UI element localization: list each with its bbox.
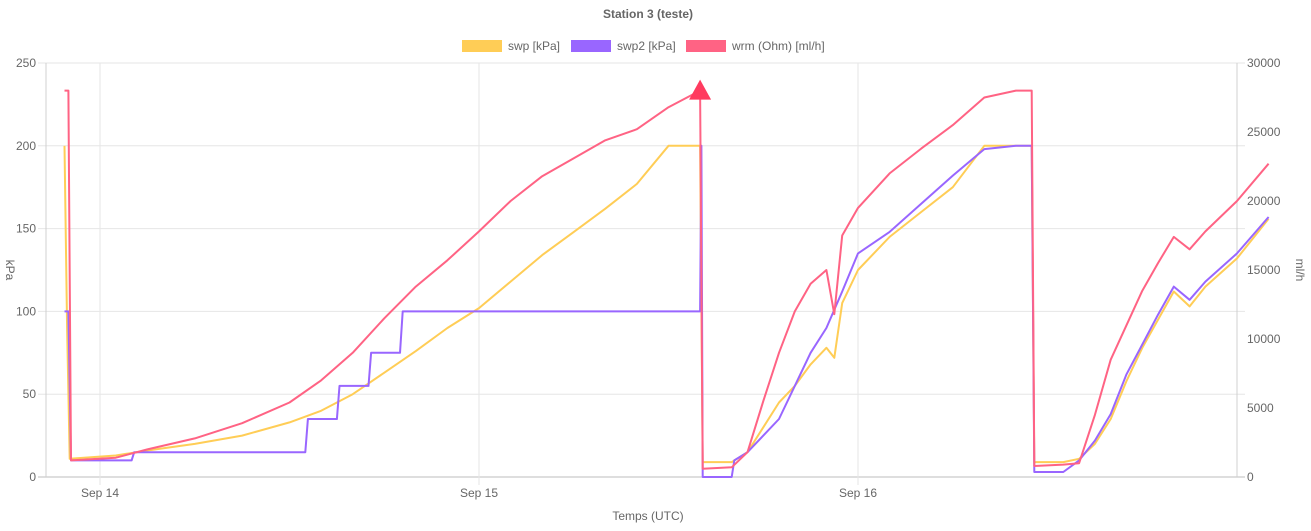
series-line-swp — [63, 144, 1270, 464]
legend-item-swp[interactable]: swp [kPa] — [462, 39, 560, 53]
y-left-tick-label: 0 — [29, 470, 36, 484]
y-right-tick-label: 0 — [1247, 470, 1254, 484]
y-axis-right-title: ml/h — [1293, 259, 1307, 282]
triangle-marker-icon[interactable] — [689, 79, 712, 100]
y-right-tick-label: 10000 — [1247, 332, 1281, 346]
legend-item-swp2[interactable]: swp2 [kPa] — [571, 39, 676, 53]
x-axis-title: Temps (UTC) — [612, 509, 683, 523]
y-right-tick-label: 30000 — [1247, 56, 1281, 70]
x-tick-label: Sep 14 — [81, 486, 119, 500]
legend-label-swp2: swp2 [kPa] — [617, 39, 676, 53]
series-line-wrm — [64, 89, 1270, 470]
legend-swatch-swp — [462, 40, 502, 52]
legend-label-wrm: wrm (Ohm) [ml/h] — [731, 39, 825, 53]
y-left-tick-label: 100 — [16, 304, 36, 318]
y-axis-left-title: kPa — [3, 260, 17, 281]
axes: 0 50 100 150 200 250 0 5000 10000 15000 20000 25000… — [16, 56, 1281, 500]
series-lines — [63, 89, 1270, 478]
x-tick-label: Sep 16 — [839, 486, 877, 500]
y-right-tick-label: 15000 — [1247, 263, 1281, 277]
annotation-markers — [689, 79, 712, 100]
legend-item-wrm[interactable]: wrm (Ohm) [ml/h] — [686, 39, 825, 53]
x-tick-label: Sep 15 — [460, 486, 498, 500]
series-line-swp2 — [64, 144, 1270, 478]
y-left-tick-label: 50 — [23, 387, 37, 401]
y-right-tick-label: 20000 — [1247, 194, 1281, 208]
y-right-tick-label: 25000 — [1247, 125, 1281, 139]
legend-swatch-wrm — [686, 40, 726, 52]
y-left-tick-label: 150 — [16, 222, 36, 236]
y-left-tick-label: 250 — [16, 56, 36, 70]
legend-swatch-swp2 — [571, 40, 611, 52]
legend: swp [kPa] swp2 [kPa] wrm (Ohm) [ml/h] — [462, 39, 825, 53]
y-left-tick-label: 200 — [16, 139, 36, 153]
y-right-tick-label: 5000 — [1247, 401, 1274, 415]
chart-title: Station 3 (teste) — [603, 7, 693, 21]
legend-label-swp: swp [kPa] — [508, 39, 560, 53]
